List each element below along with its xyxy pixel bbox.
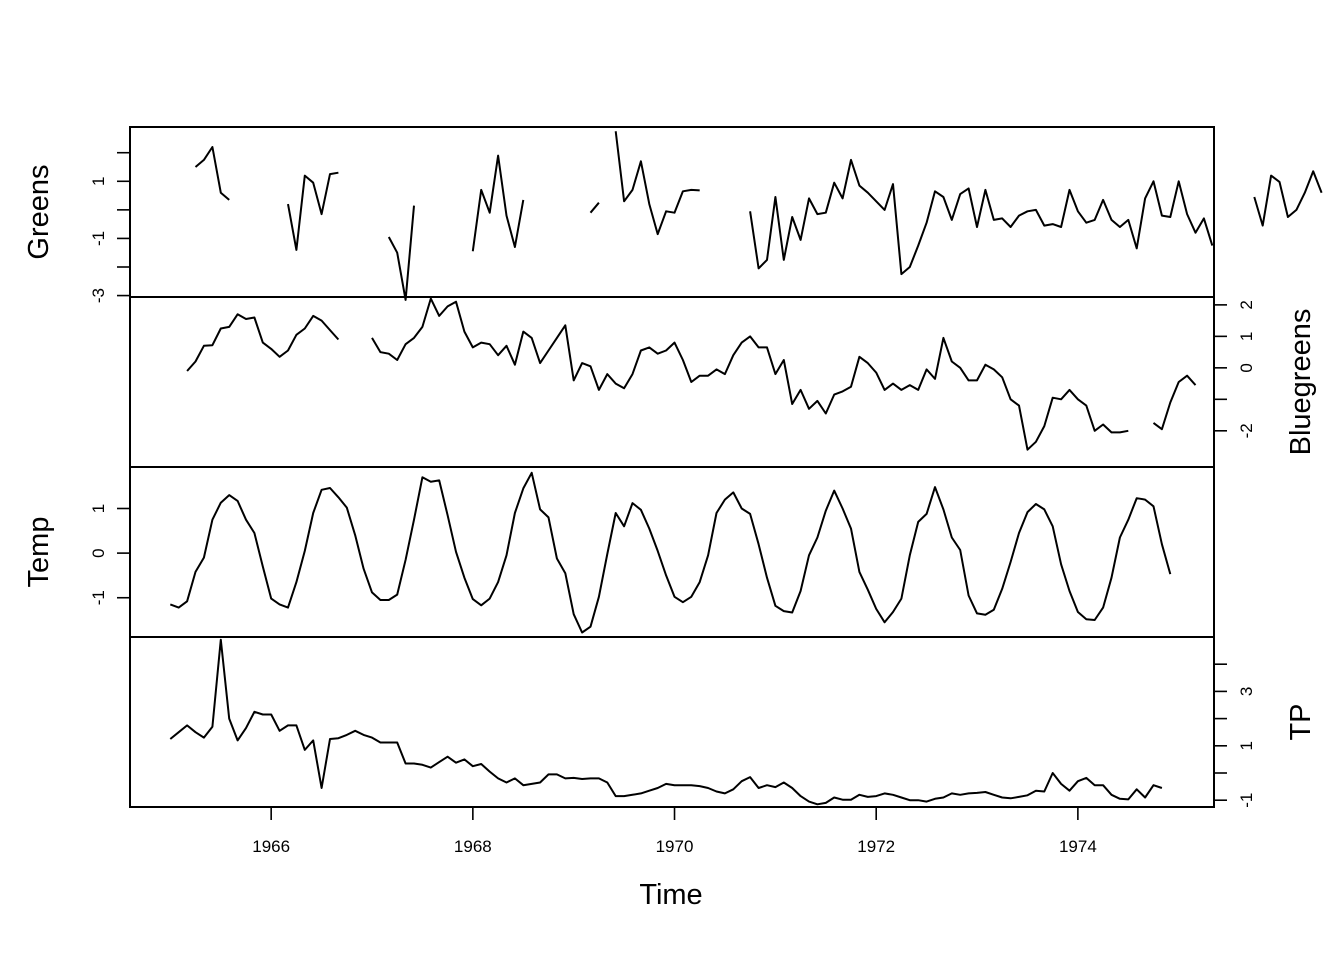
x-axis: 1966 1968 1970 1972 1974: [252, 807, 1097, 856]
bluegreens-series-line-segment: [1152, 374, 1197, 431]
bluegreens-panel: -2 0 1 2 Bluegreens: [129, 296, 1317, 468]
greens-series-line-segment: [614, 131, 700, 236]
greens-series-line-segment: [287, 171, 339, 251]
tp-y-tick-label: 1: [1237, 741, 1256, 750]
temp-y-tick-label: 1: [89, 504, 108, 513]
temp-panel: -1 0 1 Temp: [23, 466, 1215, 638]
bluegreens-y-tick-label: 1: [1237, 332, 1256, 341]
greens-y-tick-label: -1: [89, 231, 108, 246]
tp-panel: -1 1 3 TP: [129, 636, 1317, 808]
x-axis-title: Time: [639, 879, 702, 911]
greens-axis-title: Greens: [23, 164, 55, 259]
x-tick-label: 1970: [656, 837, 694, 856]
temp-axis-title: Temp: [23, 517, 55, 588]
x-tick-label: 1972: [857, 837, 895, 856]
chart-panels: -3 -1 1 Greens -2 0 1 2 Bluegreens -1 0 1 Temp -1 1 3 TP: [23, 126, 1323, 808]
x-tick-label: 1966: [252, 837, 290, 856]
greens-series-line-segment: [194, 146, 230, 201]
bluegreens-y-tick-label: 0: [1237, 363, 1256, 372]
tp-y-tick-label: -1: [1237, 793, 1256, 808]
tp-series-line-segment: [169, 638, 1163, 806]
greens-series-line-segment: [749, 158, 1214, 276]
temp-panel-frame: [129, 466, 1215, 638]
temp-y-tick-label: 0: [89, 548, 108, 557]
x-tick-label: 1974: [1059, 837, 1097, 856]
greens-series-line-segment: [471, 154, 525, 252]
bluegreens-panel-frame: [129, 296, 1215, 468]
tp-axis-title: TP: [1285, 703, 1317, 740]
temp-y-tick-label: -1: [89, 590, 108, 605]
greens-series-line-segment: [387, 205, 415, 301]
tp-panel-frame: [129, 636, 1215, 808]
greens-panel: -3 -1 1 Greens: [23, 126, 1323, 303]
greens-series-line-segment: [1253, 170, 1323, 227]
bluegreens-series-line-segment: [186, 313, 340, 372]
greens-y-tick-label: -3: [89, 288, 108, 303]
greens-series-line-segment: [589, 202, 600, 214]
bluegreens-y-tick-label: 2: [1237, 300, 1256, 309]
greens-y-tick-label: 1: [89, 177, 108, 186]
bluegreens-y-tick-label: -2: [1237, 423, 1256, 438]
temp-series-line-segment: [169, 471, 1172, 634]
tp-y-tick-label: 3: [1237, 687, 1256, 696]
x-tick-label: 1968: [454, 837, 492, 856]
bluegreens-series-line-segment: [371, 297, 1129, 451]
bluegreens-axis-title: Bluegreens: [1285, 309, 1317, 456]
